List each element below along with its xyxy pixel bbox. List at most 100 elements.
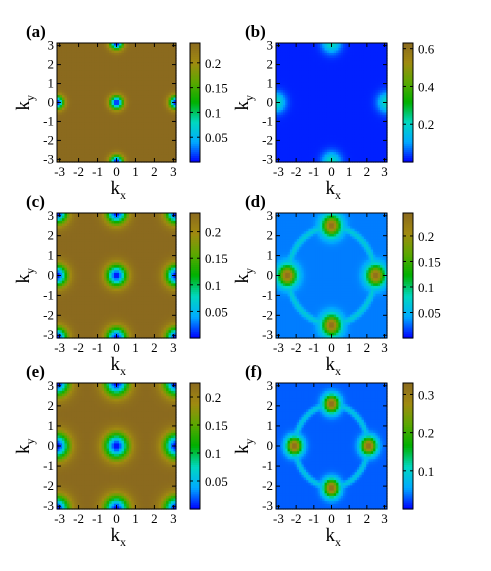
heatmap-cell — [84, 97, 88, 101]
heatmap-cell — [91, 147, 95, 151]
heatmap-cell — [61, 112, 66, 116]
colorbar-segment — [190, 66, 200, 70]
heatmap-cell — [74, 75, 78, 79]
heatmap-cell — [156, 90, 160, 94]
heatmap-cell — [161, 127, 165, 131]
heatmap-cell — [118, 127, 123, 131]
heatmap-cell — [89, 43, 93, 47]
heatmap-cell — [104, 144, 108, 148]
heatmap-cell — [171, 109, 175, 114]
heatmap-cell — [123, 149, 128, 153]
heatmap-cell — [136, 107, 140, 111]
heatmap-cell — [111, 97, 115, 101]
heatmap-cell — [280, 147, 284, 151]
heatmap-cell — [292, 75, 296, 79]
heatmap-cell — [143, 62, 147, 66]
heatmap-cell — [101, 100, 105, 104]
heatmap-cell — [141, 159, 145, 163]
heatmap-cell — [280, 112, 284, 116]
heatmap-cell — [153, 139, 157, 143]
heatmap-cell — [76, 70, 80, 74]
heatmap-cell — [153, 157, 157, 161]
heatmap-cell — [123, 124, 128, 128]
heatmap-cell — [133, 124, 137, 128]
heatmap-cell — [292, 43, 296, 47]
heatmap-cell — [151, 95, 155, 99]
heatmap-cell — [146, 62, 150, 66]
heatmap-cell — [86, 102, 90, 106]
heatmap-cell — [86, 114, 90, 118]
heatmap-cell — [282, 144, 286, 148]
heatmap-cell — [99, 80, 103, 84]
heatmap-cell — [151, 129, 155, 133]
heatmap-cell — [123, 112, 128, 116]
heatmap-cell — [96, 134, 100, 138]
heatmap-cell — [64, 62, 68, 66]
heatmap-cell — [126, 85, 130, 89]
heatmap-cell — [106, 57, 110, 61]
heatmap-cell — [66, 47, 70, 52]
heatmap-cell — [59, 90, 63, 94]
heatmap-cell — [109, 104, 113, 109]
heatmap-cell — [171, 55, 175, 59]
heatmap-cell — [153, 154, 157, 158]
heatmap-cell — [171, 45, 175, 49]
colorbar-segment — [190, 76, 200, 80]
heatmap-cell — [126, 70, 130, 74]
heatmap-cell — [66, 92, 70, 96]
heatmap-cell — [118, 114, 123, 118]
heatmap-cell — [101, 102, 105, 106]
heatmap-cell — [84, 62, 88, 66]
heatmap-cell — [66, 85, 70, 89]
heatmap-cell — [61, 109, 66, 114]
heatmap-cell — [111, 82, 115, 86]
heatmap-cell — [163, 114, 167, 118]
heatmap-cell — [59, 55, 63, 59]
heatmap-cell — [173, 85, 177, 89]
heatmap-cell — [143, 117, 147, 121]
heatmap-cell — [161, 77, 165, 81]
heatmap-cell — [89, 55, 93, 59]
heatmap-cell — [280, 72, 284, 76]
heatmap-cell — [94, 104, 98, 109]
heatmap-cell — [138, 80, 142, 84]
heatmap-cell — [106, 100, 110, 104]
heatmap-cell — [118, 117, 123, 121]
heatmap-cell — [123, 132, 128, 136]
heatmap-cell — [57, 129, 61, 133]
heatmap-cell — [292, 132, 296, 136]
heatmap-cell — [128, 122, 132, 126]
heatmap-cell — [121, 157, 125, 161]
heatmap-cell — [280, 45, 284, 49]
heatmap-cell — [141, 134, 145, 138]
heatmap-cell — [59, 132, 63, 136]
heatmap-cell — [86, 43, 90, 47]
heatmap-cell — [71, 117, 75, 121]
heatmap-cell — [141, 85, 145, 89]
heatmap-cell — [84, 132, 88, 136]
heatmap-cell — [106, 154, 110, 158]
heatmap-cell — [158, 137, 162, 141]
heatmap-cell — [282, 104, 286, 109]
heatmap-cell — [168, 119, 172, 123]
heatmap-cell — [99, 117, 103, 121]
heatmap-cell — [81, 67, 85, 71]
heatmap-cell — [171, 102, 175, 106]
heatmap-cell — [91, 67, 95, 71]
heatmap-cell — [118, 72, 123, 76]
heatmap-cell — [126, 65, 130, 69]
heatmap-cell — [289, 102, 293, 106]
heatmap-cell — [84, 102, 88, 106]
heatmap-cell — [289, 142, 293, 146]
heatmap-cell — [282, 152, 286, 156]
heatmap-cell — [126, 127, 130, 131]
heatmap-cell — [287, 104, 291, 109]
heatmap-cell — [84, 67, 88, 71]
heatmap-cell — [59, 102, 63, 106]
heatmap-cell — [104, 112, 108, 116]
heatmap-cell — [136, 70, 140, 74]
heatmap-cell — [278, 47, 282, 52]
heatmap-cell — [126, 149, 130, 153]
heatmap-cell — [161, 87, 165, 91]
heatmap-cell — [101, 97, 105, 101]
